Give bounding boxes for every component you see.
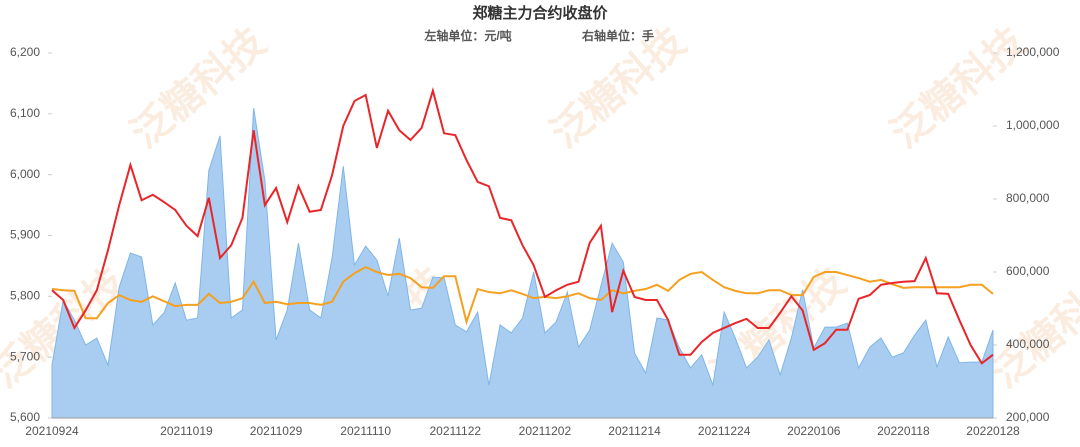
y-tick-label: 5,600	[10, 410, 40, 424]
x-tick-label: 20211110	[340, 424, 391, 438]
x-tick-label: 20220118	[877, 424, 930, 438]
y2-tick-label: 400,000	[1006, 337, 1050, 351]
x-tick-label: 20210924	[25, 424, 79, 438]
watermark: 泛糖科技	[123, 20, 274, 157]
left-axis-unit: 左轴单位：元/吨	[423, 28, 511, 43]
x-tick-label: 20211122	[429, 424, 481, 438]
x-tick-label: 20220128	[966, 424, 1020, 438]
x-tick-label: 20211224	[698, 424, 751, 438]
y-tick-label: 5,700	[10, 349, 40, 363]
x-tick-label: 20211202	[519, 424, 572, 438]
x-tick-label: 20211214	[608, 424, 661, 438]
y-tick-label: 6,200	[10, 45, 40, 59]
y2-tick-label: 1,200,000	[1006, 45, 1060, 59]
y-tick-label: 6,000	[10, 167, 40, 181]
chart-title: 郑糖主力合约收盘价	[472, 4, 608, 22]
price-line	[51, 87, 994, 365]
y-tick-label: 6,100	[10, 106, 40, 120]
right-axis-unit: 右轴单位：手	[581, 28, 654, 43]
y2-tick-label: 600,000	[1006, 264, 1050, 278]
watermark: 泛糖科技	[983, 260, 1080, 397]
x-tick-label: 20220106	[787, 424, 841, 438]
y-tick-label: 5,900	[10, 228, 40, 242]
y2-tick-label: 800,000	[1006, 191, 1050, 205]
price-line	[51, 266, 994, 326]
y2-tick-label: 1,000,000	[1006, 118, 1060, 132]
x-tick-label: 20211019	[160, 424, 213, 438]
y-tick-label: 5,800	[10, 289, 40, 303]
volume-area	[51, 108, 994, 419]
x-tick-label: 20211029	[250, 424, 303, 438]
y2-tick-label: 200,000	[1006, 410, 1050, 424]
watermark: 泛糖科技	[883, 20, 1034, 157]
